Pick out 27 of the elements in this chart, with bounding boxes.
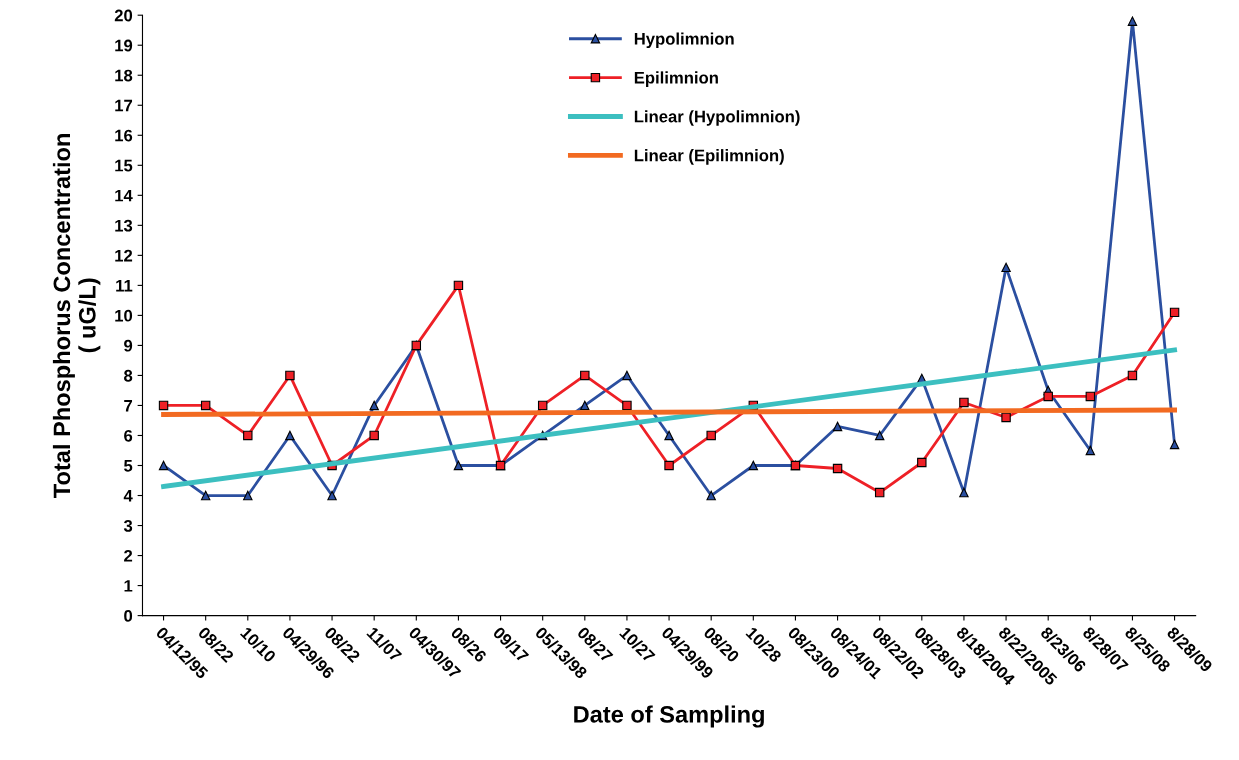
y-tick-label: 2 xyxy=(124,549,133,562)
y-tick-label: 12 xyxy=(115,249,133,262)
y-tick-label: 15 xyxy=(115,159,133,172)
y-tick-label: 17 xyxy=(115,99,133,112)
legend-label: Hypolimnion xyxy=(634,32,734,49)
legend-label: Epilimnion xyxy=(634,71,718,87)
y-tick-label: 6 xyxy=(124,429,133,442)
y-tick-label: 8 xyxy=(124,369,133,382)
y-tick-label: 18 xyxy=(115,69,133,82)
y-tick-label: 11 xyxy=(116,279,133,292)
y-tick-label: 7 xyxy=(124,400,133,412)
y-tick-label: 19 xyxy=(115,39,133,52)
y-tick-label: 13 xyxy=(115,219,133,232)
y-tick-label: 20 xyxy=(114,9,133,22)
y-axis-title: Total Phosphorus Concentration ( uG/L) xyxy=(52,134,101,498)
y-tick-label: 0 xyxy=(124,610,133,622)
y-tick-label: 5 xyxy=(124,460,133,472)
legend-label: Linear (Epilimnion) xyxy=(634,149,784,165)
y-tick-label: 3 xyxy=(123,519,133,532)
y-tick-label: 16 xyxy=(115,129,133,142)
x-axis-title: Date of Sampling xyxy=(574,705,764,728)
y-tick-label: 4 xyxy=(123,490,133,502)
y-tick-label: 14 xyxy=(115,189,133,202)
y-tick-label: 10 xyxy=(115,309,133,322)
y-tick-label: 1 xyxy=(124,580,133,592)
y-tick-label: 9 xyxy=(124,339,133,352)
legend-label: Linear (Hypolimnion) xyxy=(634,110,800,126)
